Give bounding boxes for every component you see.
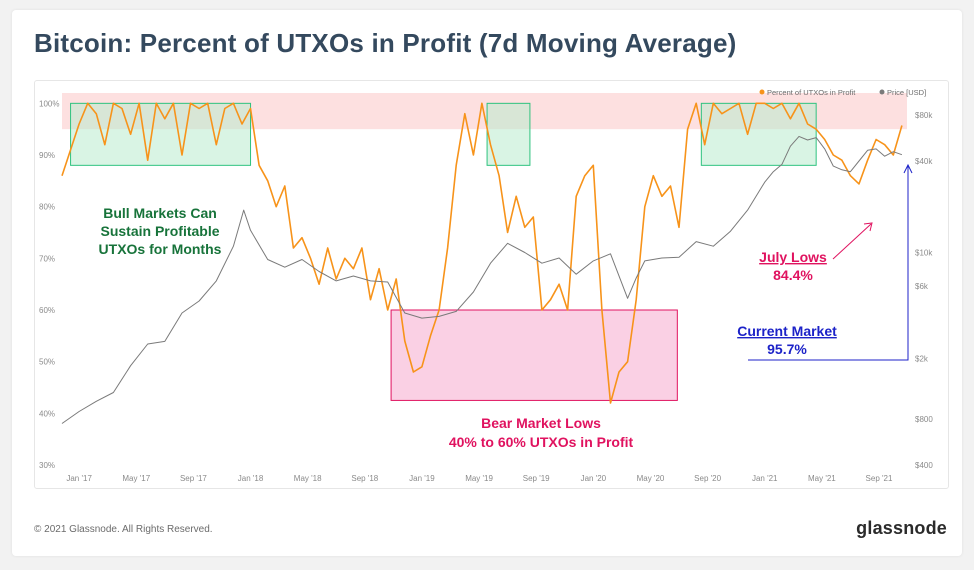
- current-arrowhead: [903, 163, 913, 174]
- bear-annotation-line2: 40% to 60% UTXOs in Profit: [449, 434, 634, 450]
- x-tick-label: May '17: [122, 474, 150, 483]
- legend-profit-label: Percent of UTXOs in Profit: [767, 88, 856, 97]
- x-tick-label: Sep '19: [523, 474, 550, 483]
- x-tick-label: Sep '21: [866, 474, 893, 483]
- july-annotation-line2: 84.4%: [773, 267, 813, 283]
- y-left-tick-label: 50%: [39, 358, 55, 367]
- y-left-tick-label: 80%: [39, 203, 55, 212]
- price-line: [61, 135, 903, 424]
- y-right-tick-label: $800: [915, 415, 933, 424]
- x-tick-label: May '19: [465, 474, 493, 483]
- y-left-tick-label: 30%: [39, 461, 55, 470]
- y-left-tick-label: 60%: [39, 306, 55, 315]
- current-annotation-line1: Current Market: [737, 323, 837, 339]
- legend-price-marker: [879, 89, 885, 95]
- y-right-tick-label: $40k: [915, 157, 933, 166]
- july-arrow: [832, 223, 872, 260]
- chart-svg: 30% 40% 50% 60% 70% 80% 90% 100% $400 $800 $2k $6k $…: [39, 88, 933, 483]
- y-left-tick-label: 100%: [39, 99, 59, 108]
- bull-market-box-3: [700, 102, 817, 166]
- x-tick-label: Jan '21: [752, 474, 778, 483]
- chart-area: 30% 40% 50% 60% 70% 80% 90% 100% $400 $800 $2k $6k $…: [34, 80, 949, 489]
- x-tick-label: May '18: [294, 474, 322, 483]
- profit-line: [61, 102, 903, 404]
- y-left-tick-label: 70%: [39, 254, 55, 263]
- july-annotation-line1: July Lows: [759, 249, 827, 265]
- x-tick-label: Jan '17: [66, 474, 92, 483]
- current-arrow: [748, 166, 909, 361]
- x-tick-label: May '20: [637, 474, 665, 483]
- page-title: Bitcoin: Percent of UTXOs in Profit (7d …: [34, 28, 737, 58]
- x-tick-label: Jan '19: [409, 474, 435, 483]
- x-tick-label: Sep '18: [351, 474, 378, 483]
- bull-market-box-1: [70, 102, 252, 166]
- y-right-tick-label: $80k: [915, 111, 933, 120]
- y-left-tick-label: 40%: [39, 409, 55, 418]
- y-right-tick-label: $2k: [915, 355, 929, 364]
- copyright-text: © 2021 Glassnode. All Rights Reserved.: [34, 524, 213, 535]
- bull-annotation-line1: Bull Markets Can: [103, 205, 217, 221]
- y-right-tick-label: $400: [915, 461, 933, 470]
- y-right-tick-label: $10k: [915, 248, 933, 257]
- bull-market-box-2: [486, 102, 531, 166]
- x-tick-label: Sep '20: [694, 474, 721, 483]
- july-arrowhead: [863, 222, 873, 232]
- legend-price-label: Price [USD]: [887, 88, 926, 97]
- y-left-tick-label: 90%: [39, 151, 55, 160]
- current-annotation-line2: 95.7%: [767, 341, 807, 357]
- brand-logo: glassnode: [856, 518, 947, 538]
- bear-market-box: [390, 309, 678, 401]
- x-tick-label: Jan '18: [238, 474, 264, 483]
- bear-annotation-line1: Bear Market Lows: [481, 415, 601, 431]
- x-tick-label: Jan '20: [581, 474, 607, 483]
- bull-annotation-line3: UTXOs for Months: [99, 241, 222, 257]
- legend-profit-marker: [759, 89, 765, 95]
- x-tick-label: May '21: [808, 474, 836, 483]
- x-tick-label: Sep '17: [180, 474, 207, 483]
- y-right-tick-label: $6k: [915, 282, 929, 291]
- bull-annotation-line2: Sustain Profitable: [100, 223, 219, 239]
